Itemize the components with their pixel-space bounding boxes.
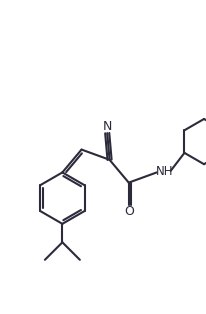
Text: NH: NH [156,165,173,178]
Text: O: O [123,205,133,218]
Text: N: N [102,121,111,133]
